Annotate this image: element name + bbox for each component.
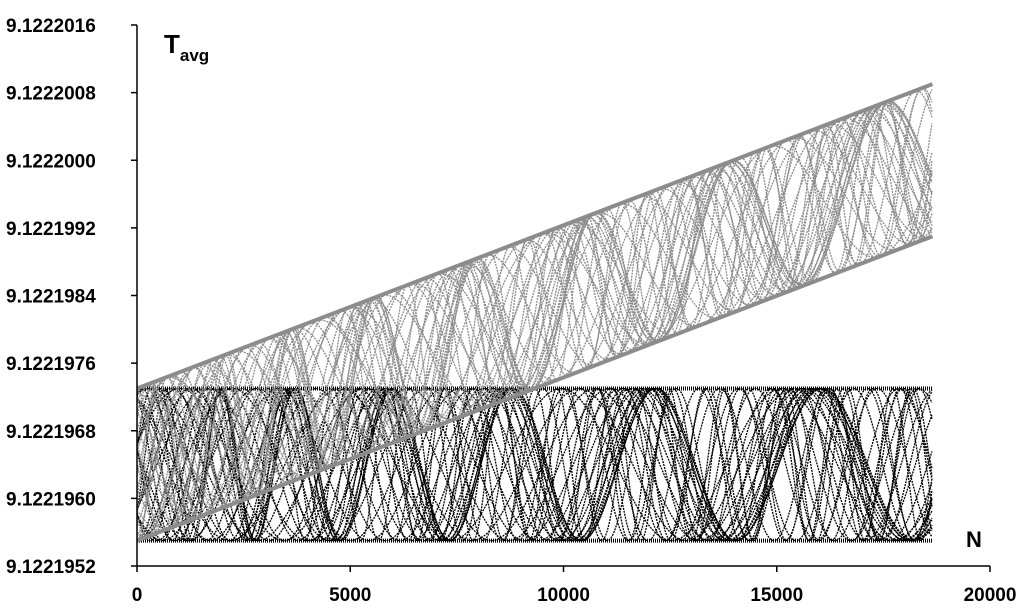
series-gray-band	[136, 82, 934, 543]
x-tick-label: 10000	[537, 585, 590, 606]
series-black-band	[136, 386, 933, 543]
series-black-line	[136, 387, 933, 542]
series-black-line	[136, 387, 933, 542]
y-tick-label: 9.1221992	[6, 219, 96, 240]
y-axis: 9.1221952 9.1221960 9.1221968 9.1221976 9.12…	[6, 16, 138, 578]
y-tick-label: 9.1221976	[6, 354, 96, 375]
x-axis-title: N	[966, 527, 982, 552]
series-gray-line	[136, 123, 933, 488]
x-axis: 0 5000 10000 15000 20000	[132, 565, 1017, 606]
series-black-line	[136, 387, 933, 542]
series-gray-lower-edge	[136, 234, 934, 543]
x-tick-label: 0	[132, 585, 143, 606]
series-gray-line	[136, 112, 933, 532]
series-black-line	[136, 387, 933, 542]
series-black-line	[136, 387, 933, 542]
series-gray-upper-edge	[136, 82, 934, 391]
series-gray-line	[136, 110, 933, 538]
y-tick-label: 9.1221968	[6, 422, 96, 443]
series-gray-line	[136, 137, 933, 505]
series-gray-line	[136, 105, 933, 508]
series-black-line	[136, 387, 933, 542]
series-black-line	[136, 387, 933, 542]
x-tick-label: 15000	[750, 585, 803, 606]
series-black-line	[136, 387, 933, 542]
series-gray-line	[136, 108, 933, 519]
y-axis-title: Tavg	[164, 29, 209, 65]
series-gray-line	[136, 114, 933, 539]
series-black-line	[136, 387, 933, 542]
x-tick-label: 20000	[964, 585, 1017, 606]
y-tick-label: 9.1222008	[6, 84, 96, 105]
y-tick-label: 9.1221952	[6, 557, 96, 578]
y-tick-label: 9.1222000	[6, 151, 96, 172]
y-tick-label: 9.1221960	[6, 489, 96, 510]
y-tick-label: 9.1222016	[6, 16, 96, 37]
series-gray-line	[136, 100, 933, 521]
y-tick-label: 9.1221984	[6, 287, 96, 308]
series-gray-line	[136, 87, 933, 528]
series-gray-line	[136, 103, 933, 497]
series-gray-line	[136, 101, 933, 530]
x-tick-label: 5000	[329, 585, 371, 606]
series-gray-line	[136, 101, 933, 520]
series-gray-line	[136, 99, 933, 511]
plot-area	[136, 82, 934, 543]
series-black-line	[136, 387, 933, 542]
series-gray-line	[136, 100, 933, 541]
